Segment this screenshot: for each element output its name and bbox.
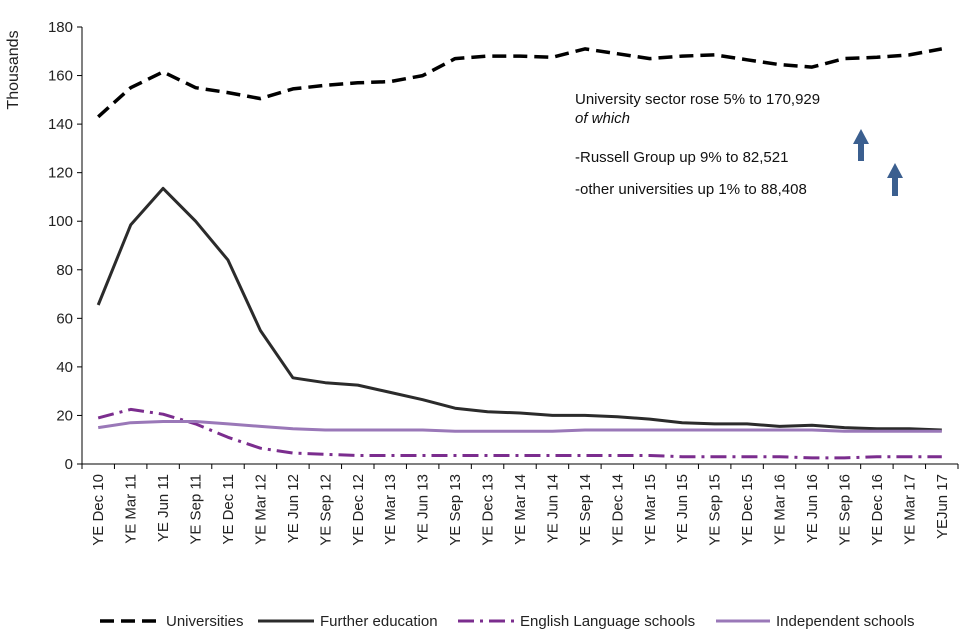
x-tick-label: YE Mar 12 xyxy=(252,474,269,545)
x-tick-label: YE Jun 11 xyxy=(155,474,172,542)
x-tick-label: YE Sep 14 xyxy=(577,474,594,546)
x-tick-label: YE Sep 15 xyxy=(707,474,724,546)
y-tick-label: 140 xyxy=(48,116,73,133)
y-tick-label: 0 xyxy=(65,456,73,473)
x-tick-label: YE Mar 14 xyxy=(512,474,529,545)
y-tick-label: 60 xyxy=(56,310,73,327)
y-axis-title: Thousands xyxy=(5,30,22,109)
legend-item-english-language-schools: English Language schools xyxy=(458,613,695,630)
x-tick-label: YE Jun 15 xyxy=(674,474,691,543)
y-tick-label: 120 xyxy=(48,165,73,182)
legend-label-universities: Universities xyxy=(166,613,244,630)
legend-item-further-education: Further education xyxy=(258,613,438,630)
axes-layer: 0 20 40 60 80 100 120 140 160 180 YE Dec 10 YE Mar … xyxy=(48,19,959,546)
legend-label-english-language-schools: English Language schools xyxy=(520,613,695,630)
x-tick-label: YE Sep 12 xyxy=(317,474,334,546)
x-tick-label: YE Jun 13 xyxy=(415,474,432,543)
y-tick-label: 100 xyxy=(48,213,73,230)
annotation-russell-group: -Russell Group up 9% to 82,521 xyxy=(575,149,788,166)
y-tick-label: 40 xyxy=(56,359,73,376)
x-tick-label: YE Mar 17 xyxy=(901,474,918,545)
legend: Universities Further education English L… xyxy=(100,613,914,630)
x-tick-label: YE Jun 12 xyxy=(285,474,302,543)
y-tick-label: 160 xyxy=(48,68,73,85)
x-tick-label: YE Dec 14 xyxy=(609,474,626,546)
annotation-total: University sector rose 5% to 170,929 xyxy=(575,91,820,108)
x-tick-label: YE Dec 10 xyxy=(90,474,107,546)
x-tick-label: YE Sep 13 xyxy=(447,474,464,546)
legend-label-independent-schools: Independent schools xyxy=(776,613,914,630)
x-tick-label: YE Dec 16 xyxy=(869,474,886,546)
x-tick-label: YE Dec 15 xyxy=(739,474,756,546)
series-line-further-education xyxy=(96,186,942,432)
series-line-english-language-schools xyxy=(97,407,942,460)
x-tick-label: YE Mar 15 xyxy=(642,474,659,545)
series-line-universities xyxy=(97,47,943,119)
x-tick-label: YE Jun 16 xyxy=(804,474,821,543)
legend-item-independent-schools: Independent schools xyxy=(716,613,914,630)
y-tick-label: 180 xyxy=(48,19,73,36)
up-arrow-icon xyxy=(853,129,869,161)
legend-label-further-education: Further education xyxy=(320,613,438,630)
annotation-box: University sector rose 5% to 170,929 of … xyxy=(575,91,903,198)
x-tick-label: YE Sep 16 xyxy=(836,474,853,546)
x-tick-label: YE Mar 11 xyxy=(123,474,140,544)
up-arrow-icon xyxy=(887,163,903,196)
y-tick-label: 20 xyxy=(56,407,73,424)
x-tick-label: YE Mar 16 xyxy=(772,474,789,545)
series-line-independent-schools xyxy=(97,420,942,433)
series-layer xyxy=(96,47,943,460)
legend-item-universities: Universities xyxy=(100,613,244,630)
x-tick-label: YE Dec 12 xyxy=(350,474,367,546)
x-tick-label: YE Jun 14 xyxy=(544,474,561,543)
x-tick-label: YE Dec 13 xyxy=(480,474,497,546)
y-tick-label: 80 xyxy=(56,262,73,279)
x-tick-label: YE Mar 13 xyxy=(382,474,399,545)
annotation-of-which: of which xyxy=(575,110,630,127)
x-tick-label: YEJun 17 xyxy=(934,474,951,539)
x-tick-label: YE Sep 11 xyxy=(188,474,205,545)
annotation-other-universities: -other universities up 1% to 88,408 xyxy=(575,181,807,198)
x-tick-label: YE Dec 11 xyxy=(220,474,237,545)
